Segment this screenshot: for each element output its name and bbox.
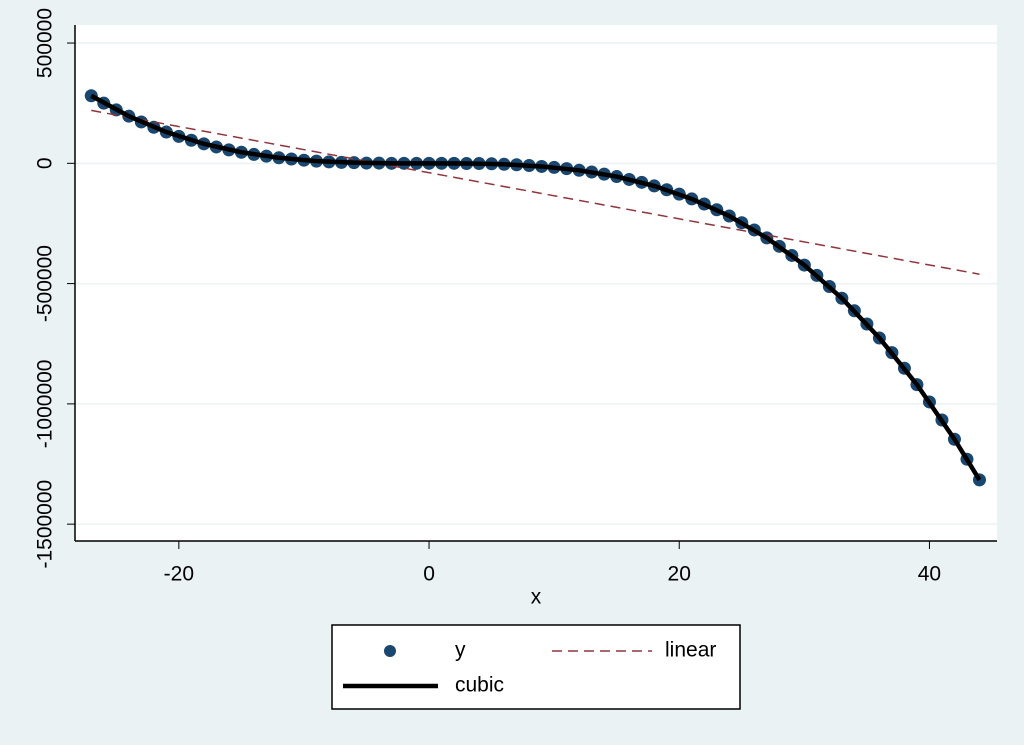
legend: [331, 624, 741, 710]
y-tick-label: -1500000: [34, 480, 57, 569]
series-line: [90, 93, 982, 482]
x-tick-label: -20: [164, 563, 194, 586]
y-tick-label: -500000: [34, 245, 57, 322]
y-tick-label: -1000000: [34, 360, 57, 449]
x-tick-label: 0: [423, 563, 435, 586]
x-tick-label: 40: [918, 563, 941, 586]
y-tick-label: 0: [34, 157, 57, 169]
legend-marker: [384, 645, 396, 657]
x-tick-label: 20: [668, 563, 691, 586]
x-axis-label: x: [531, 586, 542, 609]
series-line: [91, 109, 980, 275]
legend-label: cubic: [455, 674, 504, 697]
legend-label: y: [455, 639, 466, 662]
legend-label: linear: [665, 639, 716, 662]
y-tick-label: 500000: [34, 8, 57, 78]
